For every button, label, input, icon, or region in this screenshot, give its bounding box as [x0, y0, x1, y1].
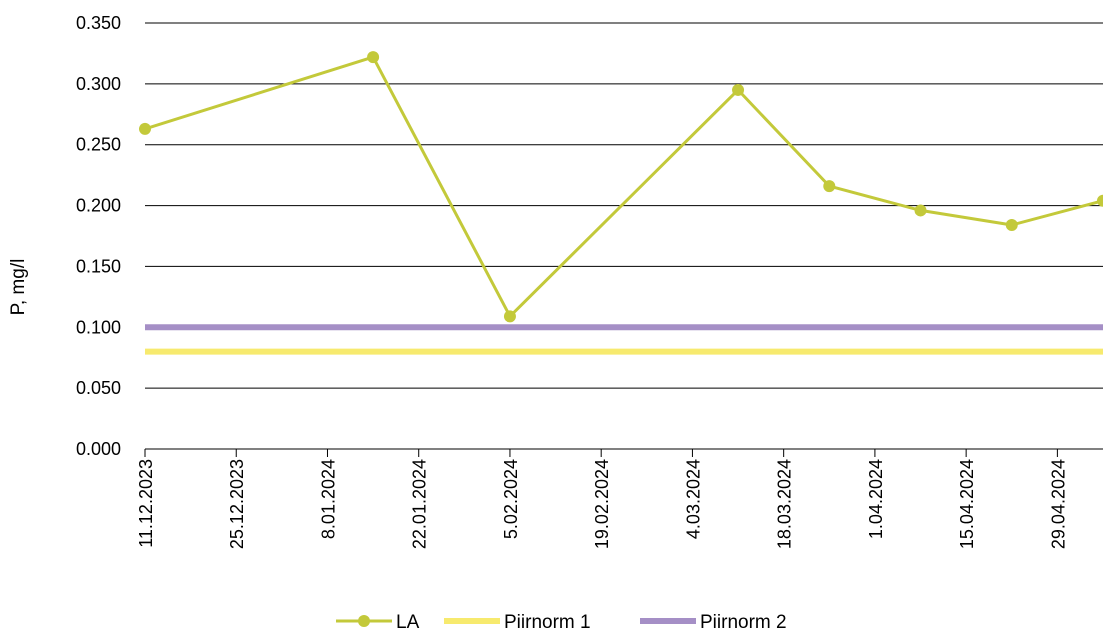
legend-label: LA	[396, 612, 420, 632]
x-tick-label: 25.12.2023	[227, 459, 247, 549]
y-tick-label: 0.350	[76, 13, 121, 33]
y-tick-label: 0.250	[76, 135, 121, 155]
y-tick-label: 0.200	[76, 196, 121, 216]
x-tick-label: 15.04.2024	[957, 459, 977, 549]
y-tick-label: 0.050	[76, 378, 121, 398]
data-point	[1005, 219, 1018, 232]
legend-label: Piirnorm 1	[504, 612, 591, 632]
y-axis-title: P, mg/l	[8, 259, 29, 316]
y-tick-label: 0.100	[76, 317, 121, 337]
gridlines	[145, 22, 1103, 389]
y-tick-label: 0.300	[76, 74, 121, 94]
data-point	[1097, 194, 1103, 207]
legend-marker	[358, 615, 370, 627]
data-point	[914, 204, 927, 217]
legend-label: Piirnorm 2	[700, 612, 787, 632]
y-axis-tick-labels: 0.000 0.050 0.100 0.150 0.200 0.250 0.300 0.350	[76, 13, 121, 459]
x-axis	[144, 448, 1103, 457]
x-tick-label: 8.01.2024	[318, 459, 338, 539]
data-point	[139, 122, 151, 135]
x-tick-label: 29.04.2024	[1048, 459, 1068, 549]
x-tick-label: 18.03.2024	[775, 459, 795, 549]
series-line-la	[144, 55, 1103, 318]
data-point	[823, 180, 836, 193]
x-axis-tick-labels: 11.12.2023 25.12.2023 8.01.2024 22.01.2024 5…	[136, 459, 1068, 549]
x-tick-label: 22.01.2024	[410, 459, 430, 549]
data-point	[503, 310, 516, 323]
x-tick-label: 1.04.2024	[866, 459, 886, 539]
x-tick-label: 5.02.2024	[501, 459, 521, 539]
legend: LA Piirnorm 1 Piirnorm 2	[336, 612, 787, 632]
data-point	[732, 83, 745, 96]
x-tick-label: 19.02.2024	[592, 459, 612, 549]
x-tick-label: 11.12.2023	[136, 459, 156, 548]
x-tick-label: 4.03.2024	[683, 459, 703, 539]
data-series	[139, 51, 1103, 355]
data-point	[367, 51, 380, 64]
y-tick-label: 0.150	[76, 256, 121, 276]
y-tick-label: 0.000	[76, 439, 121, 459]
